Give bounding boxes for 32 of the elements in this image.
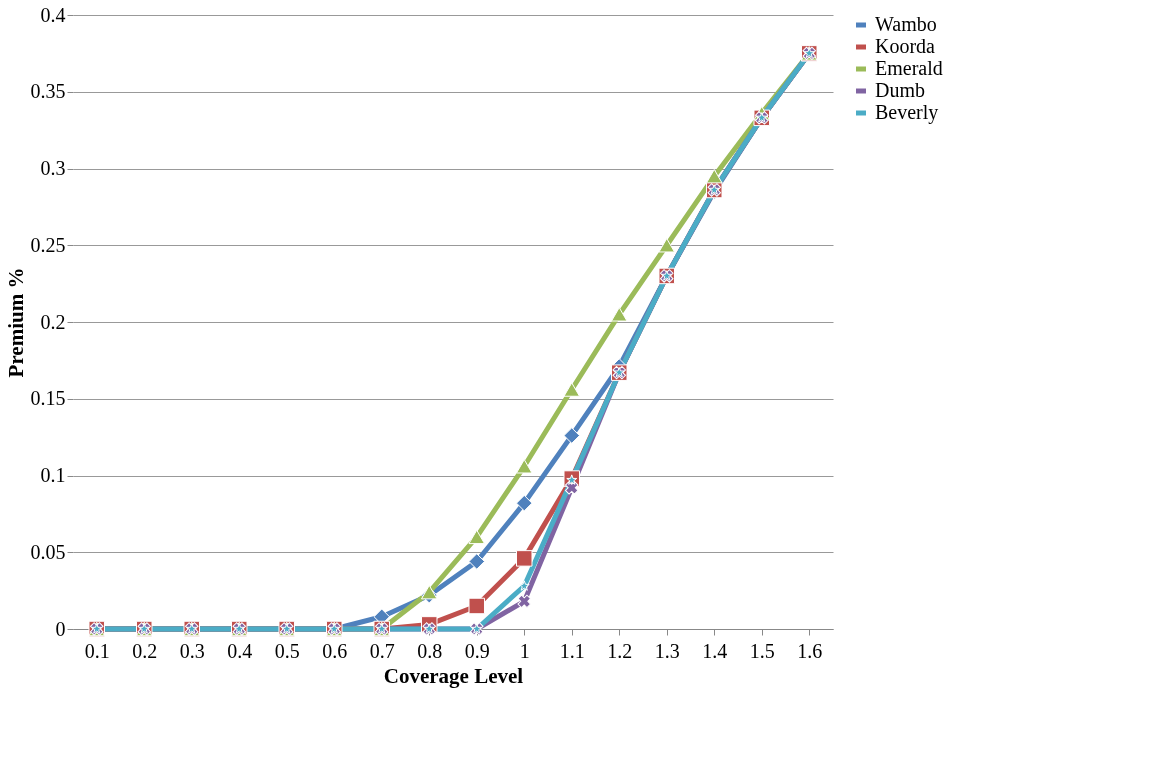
y-tick-label: 0.15 <box>30 387 66 410</box>
y-tick-label: 0.25 <box>30 233 66 256</box>
x-tick-label: 0.7 <box>369 639 395 662</box>
x-axis-title: Coverage Level <box>383 663 524 688</box>
y-axis-title: Premium % <box>3 267 28 378</box>
y-tick-label: 0 <box>55 617 66 640</box>
legend-label: Beverly <box>875 101 939 124</box>
x-tick-label: 0.2 <box>132 639 158 662</box>
y-tick-label: 0.3 <box>40 157 66 179</box>
y-tick-label: 0.4 <box>40 3 66 26</box>
legend-label: Dumb <box>875 79 925 101</box>
legend-label: Koorda <box>875 35 936 57</box>
x-tick-label: 1.6 <box>797 639 823 662</box>
x-tick-label: 0.5 <box>274 639 300 662</box>
x-tick-label: 1.2 <box>607 639 633 662</box>
x-tick-label: 0.1 <box>84 639 110 662</box>
legend-label: Wambo <box>875 13 937 35</box>
x-tick-label: 1.4 <box>702 639 728 662</box>
x-tick-label: 0.4 <box>227 639 253 662</box>
x-tick-label: 1.5 <box>749 639 775 662</box>
x-tick-label: 1.3 <box>654 639 680 662</box>
y-tick-label: 0.1 <box>40 464 66 486</box>
x-tick-label: 1.1 <box>559 639 585 662</box>
y-tick-label: 0.05 <box>30 540 66 563</box>
x-tick-label: 0.8 <box>417 639 443 662</box>
legend-label: Emerald <box>875 57 943 79</box>
x-tick-label: 0.9 <box>464 639 490 662</box>
y-tick-label: 0.2 <box>40 310 66 333</box>
y-tick-label: 0.35 <box>30 80 66 103</box>
x-tick-label: 0.3 <box>179 639 205 662</box>
x-tick-label: 0.6 <box>322 639 348 662</box>
x-tick-label: 1 <box>519 639 530 662</box>
